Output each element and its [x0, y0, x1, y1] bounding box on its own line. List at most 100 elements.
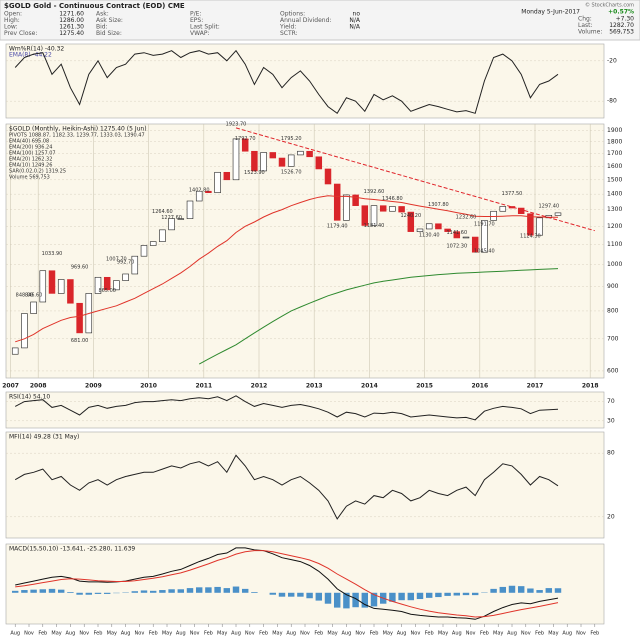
- quote-label: SCTR:: [280, 30, 298, 37]
- x-tick-label: Nov: [300, 631, 310, 637]
- histogram-bar: [444, 592, 451, 596]
- histogram-bar: [462, 592, 470, 596]
- quote-label: VWAP:: [190, 30, 209, 37]
- candle-body: [278, 157, 286, 167]
- candle-body: [407, 211, 415, 232]
- candle-body: [517, 207, 525, 214]
- quote-label: Low:: [4, 24, 18, 31]
- candle-body: [425, 223, 433, 230]
- price-annotation: 1045.40: [474, 249, 495, 255]
- histogram-bar: [177, 589, 185, 593]
- quote-label: Volume:: [578, 29, 602, 36]
- quote-value: 1271.60: [59, 11, 84, 18]
- x-tick-label: 2012: [251, 383, 268, 390]
- price-annotation: 1072.30: [446, 243, 467, 249]
- histogram-bar: [140, 590, 148, 593]
- x-tick-label: Feb: [314, 631, 323, 637]
- histogram-bar: [287, 592, 295, 597]
- candle-body: [223, 171, 231, 181]
- price-annotation: 1792.70: [235, 136, 256, 142]
- series-line: [14, 395, 559, 421]
- panel: [5, 391, 605, 429]
- candle-body: [67, 279, 74, 304]
- x-tick-label: Feb: [149, 631, 158, 637]
- histogram-bar: [324, 592, 332, 604]
- legend-text: PIVOTS 1088.87, 1182.33, 1239.77, 1333.0…: [9, 133, 145, 139]
- x-tick-label: May: [162, 631, 172, 637]
- price-annotation: 992.70: [117, 259, 135, 265]
- header-date: Monday 5-Jun-2017: [521, 9, 580, 16]
- legend-text: EMA(40) 695.08: [9, 139, 49, 145]
- y-tick-label: 1200: [607, 223, 622, 230]
- histogram-bar: [435, 592, 442, 598]
- histogram-bar: [85, 592, 93, 595]
- histogram-bar: [508, 585, 516, 593]
- y-tick-label: 20: [607, 513, 615, 520]
- histogram-bar: [370, 592, 378, 607]
- panel: [5, 123, 605, 379]
- panel-title: RSI(14) 54.10: [9, 394, 50, 401]
- x-tick-label: Nov: [190, 631, 200, 637]
- x-tick-label: Feb: [590, 631, 599, 637]
- histogram-bar: [11, 590, 19, 593]
- candle-body: [352, 194, 359, 206]
- y-tick-label: 1700: [607, 150, 622, 157]
- histogram-bar: [490, 588, 497, 593]
- x-tick-label: 2014: [361, 383, 378, 390]
- candle-body: [48, 270, 56, 294]
- histogram-bar: [103, 592, 111, 594]
- histogram-bar: [232, 586, 240, 593]
- histogram-bar: [269, 592, 277, 595]
- histogram-bar: [297, 592, 304, 597]
- histogram-bar: [241, 588, 249, 593]
- x-tick-label: Aug: [10, 631, 20, 637]
- x-tick-label: May: [548, 631, 558, 637]
- quote-label: Annual Dividend:: [280, 17, 331, 24]
- header-change: +0.57%: [608, 9, 634, 16]
- quote-label: Bid Size:: [96, 30, 122, 37]
- y-tick-label: 1500: [607, 176, 622, 183]
- candle-body: [435, 223, 442, 230]
- legend-text: Volume 569,753: [9, 175, 50, 181]
- y-tick-label: 1400: [607, 191, 622, 198]
- x-tick-label: Nov: [411, 631, 421, 637]
- histogram-bar: [21, 590, 28, 593]
- quote-value: 569,753: [609, 29, 634, 36]
- histogram-bar: [416, 592, 424, 600]
- x-tick-label: May: [493, 631, 503, 637]
- series-line: [15, 550, 559, 618]
- price-annotation: 1240.20: [400, 213, 421, 219]
- series-line: [198, 268, 559, 365]
- x-tick-label: Nov: [576, 631, 586, 637]
- quote-value: 1286.00: [59, 17, 84, 24]
- candle-body: [554, 212, 562, 216]
- histogram-bar: [94, 592, 102, 594]
- quote-value: N/A: [349, 17, 361, 24]
- candle-body: [343, 194, 350, 221]
- x-tick-label: Feb: [425, 631, 434, 637]
- price-annotation: 1141.60: [446, 230, 467, 236]
- x-tick-label: May: [107, 631, 117, 637]
- x-tick-label: May: [217, 631, 227, 637]
- panel-title: Wm%R(14) -40.32: [9, 46, 64, 53]
- x-tick-label: Aug: [286, 631, 296, 637]
- histogram-bar: [223, 588, 231, 593]
- candle-body: [398, 206, 405, 213]
- panel-title: MACD(15,50,10) -13.641, -25.280, 11.639: [9, 546, 135, 553]
- candle-body: [306, 150, 313, 158]
- histogram-bar: [398, 592, 405, 601]
- histogram-bar: [214, 586, 221, 593]
- y-tick-label: 900: [607, 283, 619, 290]
- candle-body: [57, 279, 65, 294]
- histogram-bar: [149, 590, 157, 593]
- histogram-bar: [251, 592, 258, 593]
- x-tick-label: Feb: [38, 631, 47, 637]
- x-tick-label: Feb: [259, 631, 268, 637]
- x-tick-label: Feb: [535, 631, 544, 637]
- price-annotation: 1181.40: [364, 223, 385, 229]
- price-annotation: 969.60: [71, 264, 89, 270]
- candle-body: [481, 220, 488, 253]
- candle-body: [251, 150, 258, 172]
